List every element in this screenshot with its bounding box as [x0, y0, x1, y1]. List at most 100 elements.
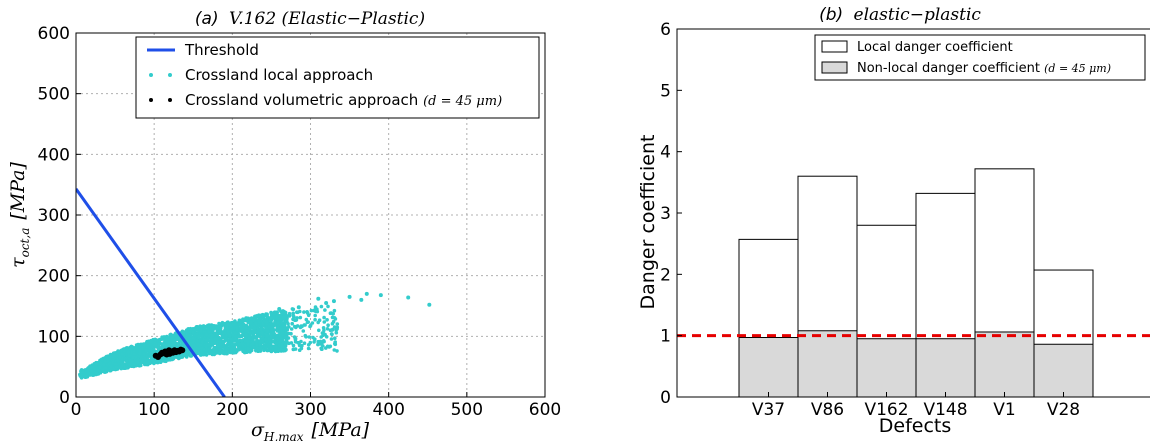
- local-approach-point: [265, 315, 270, 319]
- local-approach-point: [322, 339, 326, 344]
- local-approach-point: [261, 316, 266, 320]
- local-approach-point: [189, 333, 193, 338]
- x-axis-unit: [MPa]: [312, 419, 370, 441]
- chart-b-title-prefix: (b): [819, 5, 843, 25]
- local-approach-point: [134, 343, 139, 347]
- local-approach-point: [212, 345, 217, 350]
- local-approach-point: [287, 311, 292, 316]
- nonlocal-danger-bar: [1033, 343, 1094, 398]
- local-approach-point: [120, 352, 124, 356]
- bar-panel: V37 V86 V162 V148 V1 V28 0 1 2 3 4 5 6 (b) elastic−p…: [637, 5, 1150, 437]
- local-approach-point: [94, 362, 99, 366]
- local-approach-point: [212, 348, 216, 353]
- legend-volumetric-suffix: (d = 45 μm): [423, 94, 502, 109]
- local-approach-point: [329, 332, 334, 336]
- legend-nonlocal-suffix: (d = 45 μm): [1044, 62, 1111, 75]
- local-approach-point: [335, 322, 340, 326]
- local-approach-point: [237, 339, 241, 343]
- y-axis-label-b: Danger coefficient: [637, 135, 659, 310]
- chart-a-title: (a) V.162 (Elastic−Plastic): [195, 9, 425, 29]
- local-approach-point: [229, 350, 233, 354]
- x-tick-label: 200: [216, 400, 248, 420]
- local-approach-point: [187, 336, 192, 341]
- legend-volumetric-name: Crossland volumetric approach: [185, 91, 418, 109]
- local-approach-point: [334, 328, 339, 332]
- local-approach-point: [240, 318, 245, 323]
- local-approach-point: [114, 365, 119, 369]
- x-tick-label: 400: [372, 400, 404, 420]
- local-approach-point: [248, 349, 252, 353]
- local-approach-point: [301, 329, 306, 333]
- local-approach-point: [139, 363, 143, 368]
- legend-local-swatch: [149, 73, 153, 77]
- local-approach-point: [98, 365, 102, 370]
- local-approach-point: [284, 331, 288, 336]
- y-axis-subscript: oct,a: [18, 228, 32, 258]
- y-tick-label: 4: [660, 143, 671, 163]
- y-tick-label: 300: [38, 206, 70, 226]
- local-approach-point: [111, 351, 116, 356]
- local-approach-point: [275, 342, 279, 346]
- category-label: V86: [811, 400, 844, 420]
- local-approach-point: [308, 340, 313, 345]
- local-approach-point: [198, 343, 203, 348]
- local-approach-point: [117, 349, 121, 354]
- local-approach-point: [322, 320, 327, 324]
- local-approach-point: [182, 332, 186, 337]
- threshold-line: [76, 188, 226, 397]
- y-tick-label: 400: [38, 145, 70, 165]
- local-approach-point: [93, 367, 97, 371]
- local-approach-point: [318, 339, 323, 344]
- local-approach-point: [250, 342, 255, 346]
- local-approach-point: [313, 317, 317, 322]
- local-approach-point: [274, 328, 279, 332]
- y-tick-label: 500: [38, 85, 70, 105]
- local-approach-point: [125, 366, 130, 370]
- local-approach-point: [142, 352, 146, 356]
- local-approach-point: [251, 318, 256, 322]
- local-approach-point: [209, 338, 214, 342]
- local-approach-point: [289, 327, 294, 331]
- x-axis-label-b: Defects: [879, 415, 952, 437]
- local-approach-point: [202, 326, 206, 331]
- y-tick-label: 200: [38, 267, 70, 287]
- local-approach-point: [101, 362, 106, 367]
- local-approach-point: [251, 345, 256, 350]
- local-approach-point: [326, 304, 330, 309]
- y-axis-symbol: τ: [7, 257, 29, 268]
- local-approach-point: [326, 323, 330, 328]
- local-approach-point: [332, 308, 337, 313]
- local-approach-point: [297, 341, 302, 345]
- y-tick-label: 6: [660, 20, 671, 40]
- legend-local-label-b: Local danger coefficient: [857, 40, 1013, 55]
- y-tick-label: 1: [660, 327, 671, 347]
- local-approach-point: [217, 330, 222, 335]
- local-approach-point: [220, 332, 225, 337]
- local-approach-point: [244, 316, 249, 321]
- local-approach-point: [311, 335, 315, 340]
- local-approach-point: [186, 327, 191, 331]
- scatter-panel: 0 100 200 300 400 500 600 0 100 200 300 400 500 600 (…: [7, 9, 561, 441]
- local-approach-point: [252, 326, 257, 330]
- local-approach-point: [225, 350, 230, 354]
- local-approach-point: [323, 308, 327, 312]
- local-approach-point: [205, 337, 210, 342]
- legend-nonlocal-label-b: Non-local danger coefficient (d = 45 μm): [857, 61, 1111, 76]
- local-approach-point: [295, 310, 300, 315]
- local-approach-point: [153, 342, 158, 347]
- local-approach-point: [284, 319, 289, 323]
- local-approach-point: [195, 325, 200, 329]
- local-approach-point: [298, 315, 303, 320]
- local-approach-point: [239, 324, 243, 329]
- legend-a: Threshold Crossland local approach Cross…: [135, 36, 540, 119]
- local-approach-point: [306, 346, 311, 351]
- local-approach-point: [257, 319, 261, 324]
- local-approach-point: [237, 332, 241, 337]
- local-approach-point: [88, 373, 92, 377]
- local-approach-point: [188, 352, 192, 357]
- local-approach-point: [325, 318, 329, 322]
- local-approach-point: [206, 327, 210, 332]
- local-approach-point: [280, 311, 285, 316]
- legend-volumetric-label: Crossland volumetric approach (d = 45 μm…: [185, 91, 502, 109]
- local-approach-point: [293, 340, 298, 344]
